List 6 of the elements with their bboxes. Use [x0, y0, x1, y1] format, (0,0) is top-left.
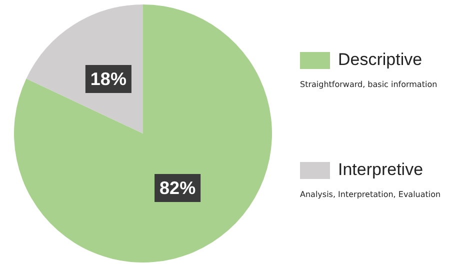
text: Analysis, Interpretation, Evaluation [300, 190, 442, 199]
text: Straightforward, basic information [300, 80, 438, 89]
legend-label: Interpretive [338, 160, 424, 180]
data-label: 82% [160, 178, 196, 198]
data-label: 18% [90, 69, 126, 90]
legend-label: Descriptive [338, 50, 422, 70]
